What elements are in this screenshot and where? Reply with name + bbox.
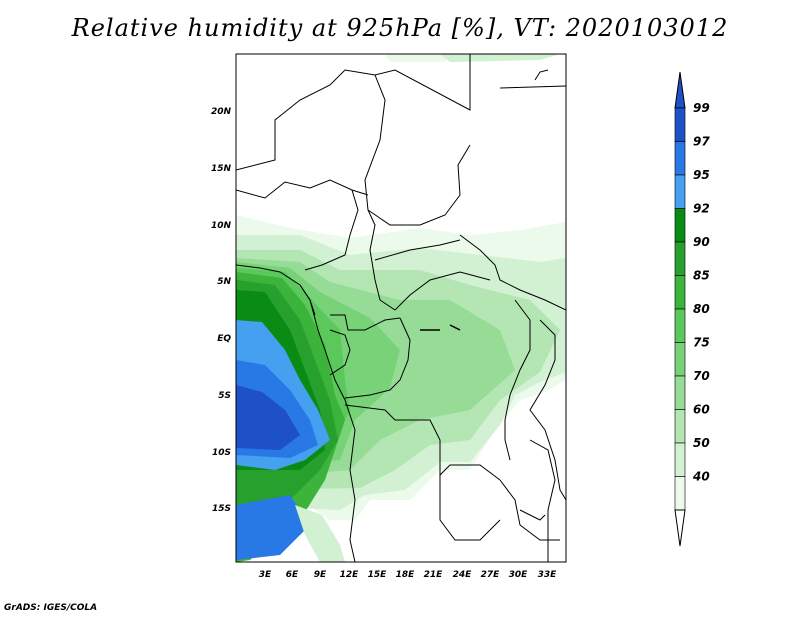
lat-label: 15S: [212, 504, 231, 514]
colorbar-box: [674, 174, 686, 209]
colorbar-label: 85: [693, 269, 710, 283]
lat-label: 5N: [217, 277, 231, 287]
lon-label: 6E: [286, 570, 299, 580]
plot-frame: [235, 53, 567, 563]
colorbar-label: 60: [693, 403, 710, 417]
lon-label: 24E: [453, 570, 473, 580]
colorbar-box: [674, 409, 686, 444]
map-title: Relative humidity at 925hPa [%], VT: 202…: [71, 14, 729, 42]
colorbar-box: [674, 107, 686, 142]
colorbar-box: [674, 241, 686, 276]
colorbar-box: [674, 208, 686, 243]
colorbar-label: 70: [693, 369, 710, 383]
colorbar-label: 97: [693, 135, 710, 149]
lat-label: 10N: [211, 221, 232, 231]
colorbar-box: [674, 375, 686, 410]
country-borders: [236, 54, 566, 562]
lon-label: 18E: [396, 570, 416, 580]
colorbar-label: 40: [692, 470, 710, 484]
latitude-axis: 20N 15N 10N 5N EQ 5S 10S 15S: [211, 107, 232, 514]
colorbar-box: [674, 275, 686, 310]
lon-label: 12E: [340, 570, 360, 580]
lon-label: 21E: [424, 570, 444, 580]
humidity-field: [236, 54, 566, 562]
lat-label: 15N: [211, 164, 232, 174]
lat-label: EQ: [217, 334, 231, 344]
lon-label: 30E: [509, 570, 529, 580]
colorbar-bottom-triangle: [674, 509, 686, 547]
colorbar-label: 80: [693, 302, 710, 316]
lat-label: 10S: [212, 448, 231, 458]
footer-credit: GrADS: IGES/COLA: [4, 603, 98, 613]
colorbar-box: [674, 442, 686, 477]
colorbar-label: 50: [693, 436, 710, 450]
colorbar-label: 92: [693, 202, 710, 216]
lat-label: 5S: [218, 391, 231, 401]
colorbar-label: 90: [693, 235, 710, 249]
colorbar-label: 75: [693, 336, 710, 350]
colorbar-top-triangle: [674, 71, 686, 109]
colorbar-label: 95: [693, 168, 710, 182]
colorbar: 99 97 95 92 90 85 80 75 70 60 50 40: [674, 71, 710, 547]
colorbar-box: [674, 476, 686, 511]
colorbar-label: 99: [693, 101, 710, 115]
colorbar-box: [674, 308, 686, 343]
lat-label: 20N: [211, 107, 232, 117]
lon-label: 27E: [481, 570, 501, 580]
lon-label: 15E: [368, 570, 388, 580]
lon-label: 3E: [259, 570, 272, 580]
longitude-axis: 3E 6E 9E 12E 15E 18E 21E 24E 27E 30E 33E: [259, 570, 557, 580]
lon-label: 33E: [538, 570, 558, 580]
lon-label: 9E: [314, 570, 327, 580]
colorbar-box: [674, 141, 686, 176]
colorbar-box: [674, 342, 686, 377]
